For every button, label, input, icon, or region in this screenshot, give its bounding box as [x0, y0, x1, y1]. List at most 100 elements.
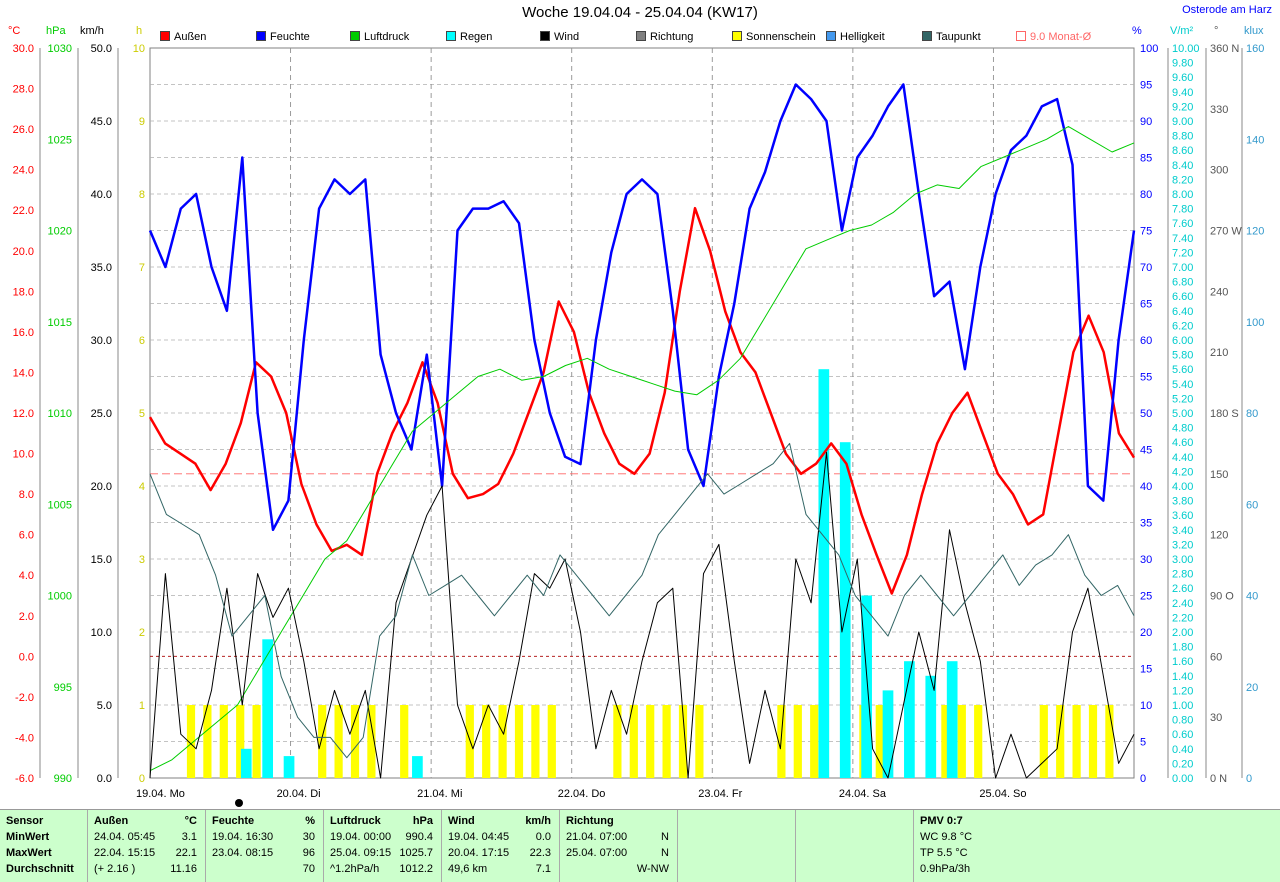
sunshine-bar — [810, 705, 819, 778]
table-col-aussen: Außen °C 24.04. 05:45 3.1 22.04. 15:15 22.1… — [88, 810, 206, 882]
table-header-sensor: Sensor — [6, 815, 44, 827]
sun-tick: 7 — [139, 262, 145, 274]
sunshine-bar — [186, 705, 196, 778]
radiation-tick: 4.20 — [1172, 466, 1193, 478]
radiation-tick: 7.00 — [1172, 262, 1193, 274]
radiation-tick: 4.00 — [1172, 481, 1193, 493]
radiation-tick: 7.80 — [1172, 204, 1193, 216]
radiation-tick: 7.60 — [1172, 218, 1193, 230]
cell-value: W-NW — [636, 863, 669, 875]
direction-tick: 90 O — [1210, 591, 1234, 603]
sun-tick: 4 — [139, 481, 145, 493]
humidity-unit: % — [1132, 25, 1142, 37]
radiation-tick: 2.40 — [1172, 598, 1193, 610]
legend-item: 9.0 Monat-Ø — [1016, 31, 1091, 43]
rain-bar — [283, 756, 295, 778]
sun-tick: 0 — [139, 773, 145, 785]
header-wind: Wind — [448, 815, 475, 827]
weather-chart: 19.04. Mo 20.04. Di 21.04. Mi 22.04. Do 23.0… — [8, 25, 1264, 807]
radiation-tick: 0.00 — [1172, 773, 1193, 785]
sun-tick: 6 — [139, 335, 145, 347]
radiation-tick: 6.00 — [1172, 335, 1193, 347]
light-tick: 120 — [1246, 226, 1264, 238]
sunshine-bar — [613, 705, 622, 778]
humidity-tick: 35 — [1140, 518, 1152, 530]
cell-time: 25.04. 09:15 — [330, 847, 392, 859]
light-tick: 0 — [1246, 773, 1252, 785]
radiation-tick: 10.00 — [1172, 43, 1200, 55]
sun-tick: 5 — [139, 408, 145, 420]
cell-value: N — [661, 847, 669, 859]
row-label-max: MaxWert — [6, 847, 52, 859]
cell-value: 22.1 — [175, 847, 197, 859]
legend-label: Regen — [460, 31, 493, 43]
temp-tick: 26.0 — [13, 124, 34, 136]
table-col-pmv: PMV 0:7 WC 9.8 °C TP 5.5 °C 0.9hPa/3h — [914, 810, 1280, 882]
cell-time: 20.04. 17:15 — [448, 847, 510, 859]
humidity-tick: 75 — [1140, 226, 1152, 238]
legend-swatch-icon — [1016, 31, 1026, 41]
radiation-tick: 0.40 — [1172, 744, 1193, 756]
rain-bar — [904, 661, 915, 778]
sunshine-bar — [1105, 705, 1114, 778]
unit-aussen: °C — [184, 815, 197, 827]
x-tick-label: 21.04. Mi — [417, 788, 462, 800]
sunshine-bar — [1088, 705, 1098, 778]
cell-time: 19.04. 04:45 — [448, 831, 510, 843]
temp-tick: 2.0 — [19, 611, 34, 623]
radiation-unit: V/m² — [1170, 25, 1194, 37]
legend-swatch-icon — [636, 31, 646, 41]
sunshine-bar — [547, 705, 556, 778]
sunshine-bar — [662, 705, 671, 778]
rain-bar — [882, 690, 894, 778]
pressure-tick: 990 — [54, 773, 72, 785]
cell-value: 70 — [302, 863, 315, 875]
direction-tick: 330 — [1210, 104, 1228, 116]
direction-tick: 240 — [1210, 286, 1228, 298]
table-col-empty-1 — [678, 810, 796, 882]
humidity-tick: 80 — [1140, 189, 1152, 201]
wind-unit: km/h — [80, 25, 104, 37]
rain-bar — [839, 442, 851, 778]
radiation-tick: 8.60 — [1172, 145, 1193, 157]
legend-label: Helligkeit — [840, 31, 885, 43]
legend-item: Wind — [540, 31, 579, 43]
sunshine-bar — [465, 705, 474, 778]
humidity-tick: 95 — [1140, 80, 1152, 92]
sunshine-bar — [1072, 705, 1081, 778]
pressure-tick: 995 — [54, 682, 72, 694]
humidity-tick: 5 — [1140, 737, 1146, 749]
legend-swatch-icon — [540, 31, 550, 41]
temp-unit: °C — [8, 25, 20, 37]
humidity-line — [148, 83, 1136, 532]
sunshine-bar — [1056, 705, 1065, 778]
wind-line — [149, 451, 1135, 779]
radiation-tick: 3.60 — [1172, 510, 1193, 522]
x-tick-label: 20.04. Di — [277, 788, 321, 800]
cell-time: 49,6 km — [448, 863, 488, 875]
direction-tick: 270 W — [1210, 226, 1242, 238]
radiation-tick: 9.20 — [1172, 101, 1193, 113]
radiation-tick: 3.80 — [1172, 496, 1193, 508]
direction-tick: 180 S — [1210, 408, 1239, 420]
x-tick-label: 19.04. Mo — [136, 788, 185, 800]
location-label: Osterode am Harz — [1182, 4, 1272, 16]
wind-tick: 45.0 — [91, 116, 112, 128]
light-tick: 20 — [1246, 682, 1258, 694]
wind-tick: 50.0 — [91, 43, 112, 55]
radiation-tick: 8.80 — [1172, 131, 1193, 143]
wind-tick: 5.0 — [97, 700, 112, 712]
temp-tick: 14.0 — [13, 367, 34, 379]
radiation-tick: 3.40 — [1172, 525, 1193, 537]
time-marker-icon — [235, 799, 243, 807]
radiation-tick: 8.00 — [1172, 189, 1193, 201]
radiation-tick: 1.80 — [1172, 642, 1193, 654]
cell-value: 7.1 — [535, 863, 551, 875]
cell-value: 11.16 — [170, 863, 197, 875]
sunshine-bar — [350, 705, 360, 778]
light-tick: 140 — [1246, 134, 1264, 146]
header-druck: Luftdruck — [330, 815, 381, 827]
temp-tick: 10.0 — [13, 449, 34, 461]
cell-time: 23.04. 08:15 — [212, 847, 274, 859]
cell-time: 19.04. 16:30 — [212, 831, 274, 843]
